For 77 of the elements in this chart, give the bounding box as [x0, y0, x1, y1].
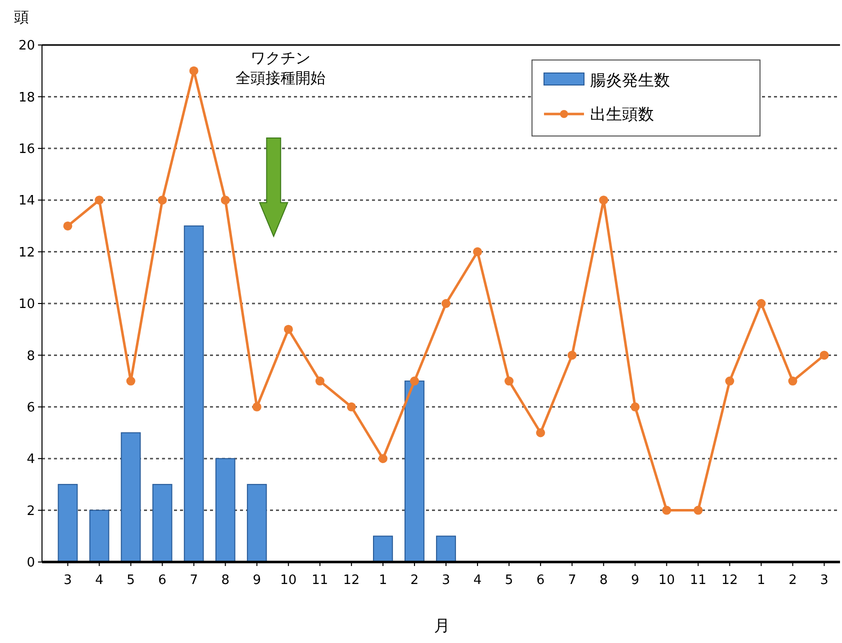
- point: [504, 376, 514, 386]
- bar: [89, 510, 110, 562]
- point: [756, 299, 766, 308]
- x-tick-label: 4: [473, 573, 482, 588]
- point: [820, 350, 829, 360]
- y-tick-label: 8: [26, 348, 35, 364]
- bar: [184, 225, 204, 562]
- point: [158, 196, 167, 205]
- x-tick-label: 10: [280, 573, 297, 588]
- y-tick-label: 14: [18, 194, 35, 209]
- point: [315, 376, 324, 386]
- x-tick-label: 6: [158, 573, 166, 588]
- x-tick-label: 3: [820, 573, 828, 588]
- point: [346, 402, 356, 412]
- x-tick-label: 5: [126, 573, 135, 588]
- point: [694, 506, 703, 515]
- y-tick-label: 12: [18, 245, 35, 260]
- y-tick-label: 6: [26, 400, 35, 416]
- legend-label: 出生頭数: [590, 104, 654, 124]
- point: [189, 66, 198, 76]
- point: [630, 402, 640, 412]
- x-tick-label: 12: [721, 573, 738, 588]
- x-tick-label: 7: [568, 573, 576, 588]
- point: [473, 247, 482, 256]
- x-tick-label: 6: [536, 573, 545, 588]
- x-tick-label: 8: [221, 573, 230, 588]
- x-tick-label: 7: [190, 573, 198, 588]
- bar: [120, 432, 141, 562]
- x-tick-label: 1: [378, 573, 388, 588]
- point: [63, 221, 72, 230]
- bar: [246, 484, 267, 562]
- point: [94, 196, 104, 205]
- y-tick-label: 10: [18, 297, 35, 312]
- point: [378, 454, 388, 464]
- x-tick-label: 3: [442, 573, 450, 588]
- point: [788, 376, 798, 386]
- x-tick-label: 2: [410, 573, 419, 588]
- annotation: 全頭接種開始: [236, 69, 326, 88]
- bar: [404, 380, 424, 562]
- y-tick-label: 18: [18, 90, 35, 106]
- bar: [436, 536, 456, 562]
- bar: [215, 458, 236, 562]
- point: [284, 324, 293, 334]
- point: [126, 376, 136, 386]
- x-tick-label: 1: [757, 573, 766, 588]
- point: [442, 299, 450, 308]
- y-tick-label: 16: [18, 142, 35, 157]
- legend-label: 腸炎発生数: [590, 70, 670, 90]
- x-tick-label: 2: [788, 573, 797, 588]
- bar: [58, 484, 78, 562]
- x-tick-label: 5: [504, 573, 514, 588]
- y-tick-label: 20: [18, 38, 35, 54]
- x-tick-label: 11: [690, 573, 706, 588]
- y-tick-label: 0: [26, 556, 35, 571]
- x-tick-label: 8: [599, 573, 608, 588]
- x-tick-label: 10: [658, 573, 675, 588]
- y-axis-title: 頭: [14, 8, 29, 26]
- annotation: ワクチン: [250, 49, 311, 68]
- x-tick-label: 11: [312, 573, 328, 588]
- point: [568, 350, 577, 360]
- x-tick-label: 12: [343, 573, 360, 588]
- x-tick-label: 9: [630, 573, 640, 588]
- x-tick-label: 4: [95, 573, 104, 588]
- y-tick-label: 2: [26, 504, 35, 519]
- y-tick-label: 4: [26, 452, 35, 468]
- point: [599, 196, 608, 205]
- x-tick-label: 3: [64, 573, 72, 588]
- point: [536, 428, 546, 438]
- bar: [152, 484, 172, 562]
- point: [662, 506, 672, 515]
- point: [220, 196, 230, 205]
- x-axis-title: 月: [434, 616, 450, 635]
- point: [410, 376, 419, 386]
- point: [725, 376, 734, 386]
- x-tick-label: 9: [252, 573, 262, 588]
- bar: [373, 536, 393, 562]
- point: [252, 402, 262, 412]
